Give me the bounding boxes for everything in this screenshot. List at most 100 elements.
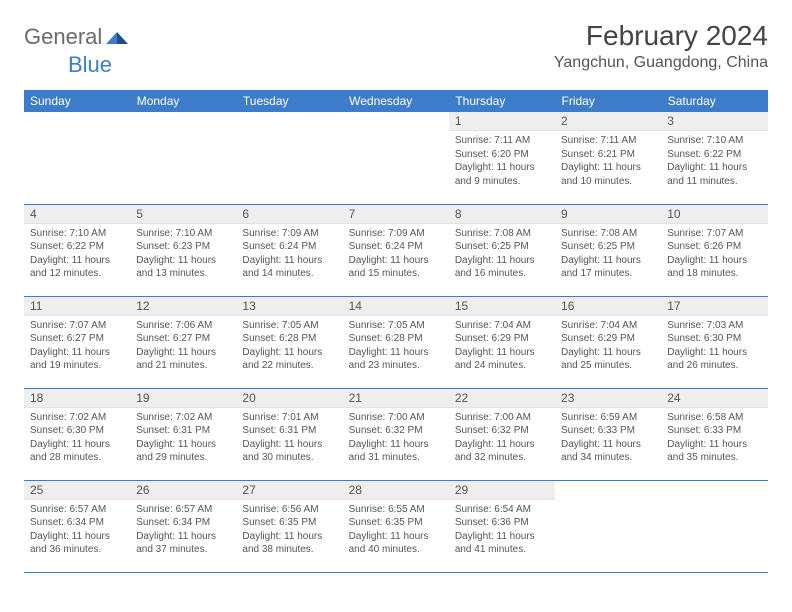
calendar-page: General February 2024 Yangchun, Guangdon… [0,0,792,593]
calendar-header-row: Sunday Monday Tuesday Wednesday Thursday… [24,90,768,112]
calendar-day-cell: 19Sunrise: 7:02 AMSunset: 6:31 PMDayligh… [130,388,236,480]
day-details: Sunrise: 7:08 AMSunset: 6:25 PMDaylight:… [449,224,555,284]
month-title: February 2024 [554,20,768,52]
calendar-day-cell: 9Sunrise: 7:08 AMSunset: 6:25 PMDaylight… [555,204,661,296]
day-details: Sunrise: 7:01 AMSunset: 6:31 PMDaylight:… [236,408,342,468]
calendar-day-cell: 5Sunrise: 7:10 AMSunset: 6:23 PMDaylight… [130,204,236,296]
calendar-day-cell: 16Sunrise: 7:04 AMSunset: 6:29 PMDayligh… [555,296,661,388]
day-number: 15 [449,297,555,316]
calendar-day-cell [24,112,130,204]
day-details: Sunrise: 6:54 AMSunset: 6:36 PMDaylight:… [449,500,555,560]
day-number: 10 [661,205,767,224]
calendar-day-cell: 24Sunrise: 6:58 AMSunset: 6:33 PMDayligh… [661,388,767,480]
day-details: Sunrise: 6:58 AMSunset: 6:33 PMDaylight:… [661,408,767,468]
calendar-day-cell: 8Sunrise: 7:08 AMSunset: 6:25 PMDaylight… [449,204,555,296]
day-details: Sunrise: 7:05 AMSunset: 6:28 PMDaylight:… [343,316,449,376]
day-number: 17 [661,297,767,316]
calendar-day-cell [236,112,342,204]
day-number: 8 [449,205,555,224]
day-number: 4 [24,205,130,224]
day-details: Sunrise: 7:07 AMSunset: 6:27 PMDaylight:… [24,316,130,376]
calendar-day-cell: 28Sunrise: 6:55 AMSunset: 6:35 PMDayligh… [343,480,449,572]
day-number: 13 [236,297,342,316]
calendar-day-cell: 26Sunrise: 6:57 AMSunset: 6:34 PMDayligh… [130,480,236,572]
calendar-week-row: 25Sunrise: 6:57 AMSunset: 6:34 PMDayligh… [24,480,768,572]
day-number: 28 [343,481,449,500]
calendar-day-cell: 15Sunrise: 7:04 AMSunset: 6:29 PMDayligh… [449,296,555,388]
day-number: 18 [24,389,130,408]
logo: General [24,24,130,50]
day-details: Sunrise: 7:10 AMSunset: 6:22 PMDaylight:… [661,131,767,191]
calendar-day-cell: 13Sunrise: 7:05 AMSunset: 6:28 PMDayligh… [236,296,342,388]
calendar-day-cell: 27Sunrise: 6:56 AMSunset: 6:35 PMDayligh… [236,480,342,572]
calendar-body: 1Sunrise: 7:11 AMSunset: 6:20 PMDaylight… [24,112,768,572]
day-number: 23 [555,389,661,408]
calendar-day-cell: 29Sunrise: 6:54 AMSunset: 6:36 PMDayligh… [449,480,555,572]
day-number: 7 [343,205,449,224]
calendar-week-row: 11Sunrise: 7:07 AMSunset: 6:27 PMDayligh… [24,296,768,388]
location: Yangchun, Guangdong, China [554,54,768,72]
calendar-day-cell [343,112,449,204]
day-details: Sunrise: 7:00 AMSunset: 6:32 PMDaylight:… [449,408,555,468]
day-number: 2 [555,112,661,131]
logo-text-general: General [24,24,102,50]
weekday-header: Tuesday [236,90,342,112]
day-number: 26 [130,481,236,500]
day-number: 16 [555,297,661,316]
calendar-day-cell: 4Sunrise: 7:10 AMSunset: 6:22 PMDaylight… [24,204,130,296]
weekday-header: Friday [555,90,661,112]
day-details: Sunrise: 7:03 AMSunset: 6:30 PMDaylight:… [661,316,767,376]
calendar-day-cell [555,480,661,572]
day-number: 22 [449,389,555,408]
calendar-day-cell: 11Sunrise: 7:07 AMSunset: 6:27 PMDayligh… [24,296,130,388]
calendar-day-cell: 1Sunrise: 7:11 AMSunset: 6:20 PMDaylight… [449,112,555,204]
day-details: Sunrise: 7:10 AMSunset: 6:23 PMDaylight:… [130,224,236,284]
weekday-header: Monday [130,90,236,112]
day-details: Sunrise: 7:10 AMSunset: 6:22 PMDaylight:… [24,224,130,284]
logo-text-blue: Blue [68,52,112,77]
calendar-day-cell: 23Sunrise: 6:59 AMSunset: 6:33 PMDayligh… [555,388,661,480]
calendar-day-cell: 7Sunrise: 7:09 AMSunset: 6:24 PMDaylight… [343,204,449,296]
calendar-week-row: 18Sunrise: 7:02 AMSunset: 6:30 PMDayligh… [24,388,768,480]
day-details: Sunrise: 7:02 AMSunset: 6:30 PMDaylight:… [24,408,130,468]
day-details: Sunrise: 7:06 AMSunset: 6:27 PMDaylight:… [130,316,236,376]
day-number: 11 [24,297,130,316]
day-details: Sunrise: 7:04 AMSunset: 6:29 PMDaylight:… [449,316,555,376]
day-details: Sunrise: 7:11 AMSunset: 6:20 PMDaylight:… [449,131,555,191]
day-details: Sunrise: 6:59 AMSunset: 6:33 PMDaylight:… [555,408,661,468]
calendar-day-cell: 6Sunrise: 7:09 AMSunset: 6:24 PMDaylight… [236,204,342,296]
day-details: Sunrise: 7:05 AMSunset: 6:28 PMDaylight:… [236,316,342,376]
day-number: 27 [236,481,342,500]
day-number: 1 [449,112,555,131]
day-details: Sunrise: 7:02 AMSunset: 6:31 PMDaylight:… [130,408,236,468]
day-details: Sunrise: 7:04 AMSunset: 6:29 PMDaylight:… [555,316,661,376]
day-number: 6 [236,205,342,224]
day-number: 25 [24,481,130,500]
day-number: 20 [236,389,342,408]
day-number: 24 [661,389,767,408]
day-details: Sunrise: 6:56 AMSunset: 6:35 PMDaylight:… [236,500,342,560]
calendar-day-cell: 12Sunrise: 7:06 AMSunset: 6:27 PMDayligh… [130,296,236,388]
weekday-header: Sunday [24,90,130,112]
weekday-header: Thursday [449,90,555,112]
calendar-day-cell: 14Sunrise: 7:05 AMSunset: 6:28 PMDayligh… [343,296,449,388]
calendar-week-row: 4Sunrise: 7:10 AMSunset: 6:22 PMDaylight… [24,204,768,296]
day-number: 5 [130,205,236,224]
calendar-day-cell: 10Sunrise: 7:07 AMSunset: 6:26 PMDayligh… [661,204,767,296]
calendar-day-cell: 17Sunrise: 7:03 AMSunset: 6:30 PMDayligh… [661,296,767,388]
calendar-day-cell: 21Sunrise: 7:00 AMSunset: 6:32 PMDayligh… [343,388,449,480]
day-number: 21 [343,389,449,408]
calendar-day-cell: 2Sunrise: 7:11 AMSunset: 6:21 PMDaylight… [555,112,661,204]
weekday-header: Wednesday [343,90,449,112]
calendar-day-cell [130,112,236,204]
calendar-week-row: 1Sunrise: 7:11 AMSunset: 6:20 PMDaylight… [24,112,768,204]
weekday-header: Saturday [661,90,767,112]
calendar-day-cell: 22Sunrise: 7:00 AMSunset: 6:32 PMDayligh… [449,388,555,480]
day-details: Sunrise: 7:08 AMSunset: 6:25 PMDaylight:… [555,224,661,284]
day-details: Sunrise: 6:55 AMSunset: 6:35 PMDaylight:… [343,500,449,560]
day-number: 29 [449,481,555,500]
day-details: Sunrise: 7:09 AMSunset: 6:24 PMDaylight:… [343,224,449,284]
calendar-day-cell: 18Sunrise: 7:02 AMSunset: 6:30 PMDayligh… [24,388,130,480]
day-number: 9 [555,205,661,224]
day-number: 14 [343,297,449,316]
